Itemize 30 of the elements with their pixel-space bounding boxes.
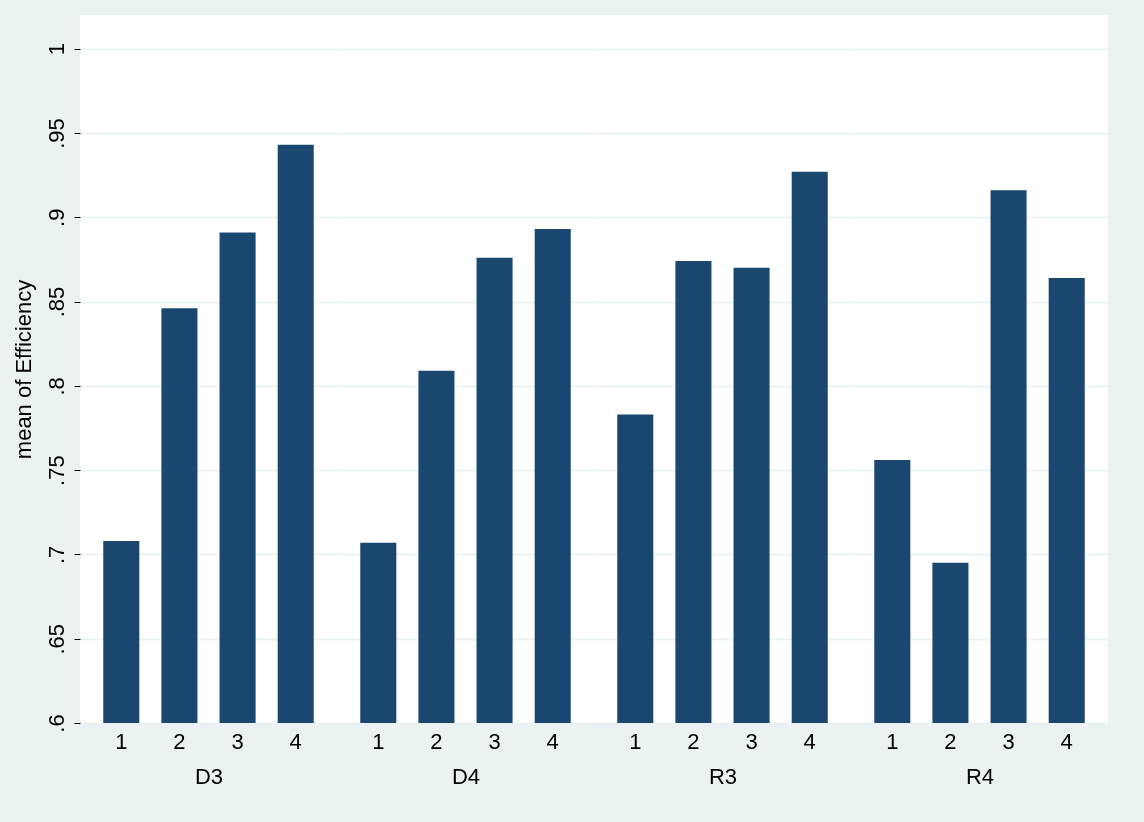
x-tick-label: 4 bbox=[1060, 728, 1073, 754]
y-tick-label: .7 bbox=[43, 545, 69, 565]
x-tick-label: 1 bbox=[629, 728, 642, 754]
x-tick-label: 2 bbox=[687, 728, 700, 754]
x-axis-title: R3 bbox=[708, 763, 738, 789]
x-tick-label: 2 bbox=[173, 728, 186, 754]
x-tick-label: 4 bbox=[289, 728, 302, 754]
x-tick-label: 4 bbox=[803, 728, 816, 754]
x-axis-title: D3 bbox=[194, 763, 224, 789]
y-tick-label: .6 bbox=[43, 714, 69, 733]
x-tick-label: 3 bbox=[1002, 728, 1015, 754]
x-axis-title: R4 bbox=[965, 763, 995, 789]
y-axis-title: mean of Efficiency bbox=[10, 279, 36, 460]
x-tick-label: 3 bbox=[488, 728, 501, 754]
y-tick-label: .85 bbox=[43, 286, 69, 318]
x-tick-label: 1 bbox=[886, 728, 899, 754]
x-tick-label: 4 bbox=[546, 728, 559, 754]
x-tick-label: 1 bbox=[115, 728, 128, 754]
y-tick-label: 1 bbox=[43, 43, 69, 56]
x-tick-label: 3 bbox=[745, 728, 758, 754]
x-tick-label: 1 bbox=[372, 728, 385, 754]
x-axis-title: D4 bbox=[451, 763, 481, 789]
x-tick-label: 2 bbox=[944, 728, 957, 754]
y-tick-label: .65 bbox=[43, 623, 69, 655]
y-tick-label: .9 bbox=[43, 208, 69, 227]
x-tick-label: 2 bbox=[430, 728, 443, 754]
x-tick-label: 3 bbox=[231, 728, 244, 754]
y-tick-label: .95 bbox=[43, 118, 69, 149]
y-tick-label: .75 bbox=[43, 455, 69, 486]
y-tick-label: .8 bbox=[43, 377, 69, 396]
